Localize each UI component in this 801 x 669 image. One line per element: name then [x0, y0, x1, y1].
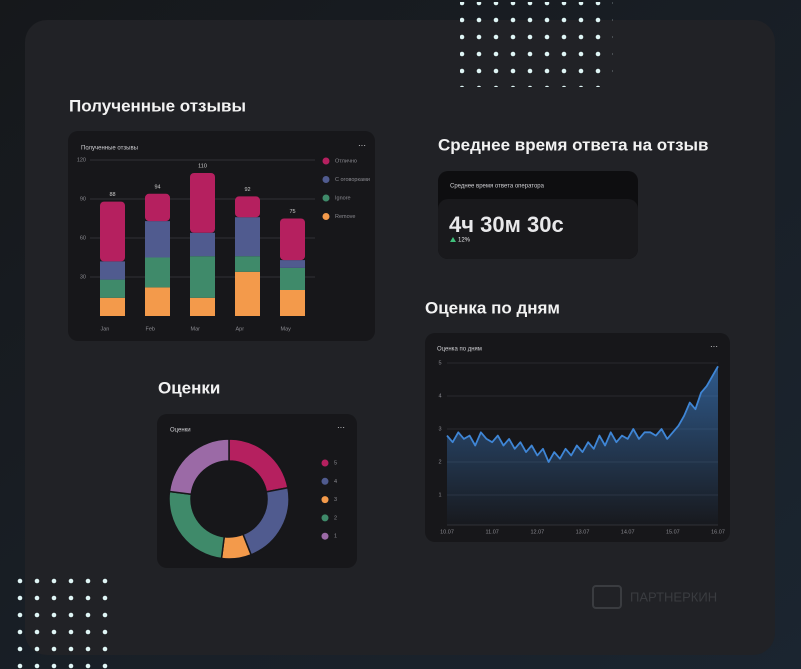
legend-swatch	[322, 176, 330, 183]
bar-segment	[100, 261, 125, 280]
menu-icon[interactable]: ···	[710, 342, 718, 351]
x-tick-label: 15.07	[666, 529, 680, 535]
card-title: Оценка по дням	[437, 347, 482, 353]
section-heading: Оценки	[158, 378, 220, 397]
legend-label: 1	[334, 534, 337, 540]
x-tick-label: Jan	[101, 326, 110, 332]
x-tick-label: 13.07	[576, 529, 590, 535]
bar-segment	[100, 201, 125, 262]
total-label: 75	[289, 209, 295, 215]
x-tick-label: 10.07	[440, 529, 454, 535]
y-tick-label: 120	[77, 157, 86, 163]
legend-swatch	[322, 213, 330, 220]
bar-segment	[100, 279, 125, 298]
donut-segment	[168, 438, 230, 496]
legend-swatch	[321, 514, 329, 522]
bar-segment	[100, 297, 125, 316]
bar-segment	[235, 256, 260, 272]
x-tick-label: Feb	[146, 326, 155, 332]
card-body	[438, 199, 638, 259]
metric-change: 12%	[458, 238, 471, 244]
x-tick-label: 11.07	[485, 529, 498, 535]
legend-label: 3	[334, 497, 337, 503]
bar-segment	[190, 173, 215, 233]
legend-label: 4	[334, 479, 337, 485]
bar-segment	[280, 290, 305, 316]
legend-swatch	[321, 532, 329, 540]
x-tick-label: Apr	[236, 326, 245, 332]
menu-icon[interactable]: ···	[337, 423, 345, 432]
legend-label: Remove	[335, 214, 355, 220]
y-tick-label: 2	[438, 459, 441, 465]
legend-label: Ignore	[335, 195, 351, 201]
bar-segment	[145, 193, 170, 222]
total-label: 94	[154, 184, 160, 190]
card-title: Полученные отзывы	[81, 146, 138, 152]
x-tick-label: 14.07	[621, 529, 635, 535]
y-tick-label: 60	[80, 235, 86, 241]
card-title: Оценки	[170, 428, 191, 434]
bar-segment	[145, 257, 170, 288]
bar-segment	[145, 287, 170, 316]
x-tick-label: 12.07	[530, 529, 544, 535]
x-tick-label: May	[281, 326, 292, 332]
bar-segment	[190, 256, 215, 298]
menu-icon[interactable]: ···	[358, 141, 366, 150]
legend-swatch	[321, 477, 329, 485]
bar-segment	[280, 260, 305, 268]
legend-label: 2	[334, 515, 337, 521]
y-tick-label: 3	[438, 426, 441, 432]
legend-swatch	[321, 496, 329, 504]
bar-segment	[235, 217, 260, 257]
bar-segment	[145, 221, 170, 258]
y-tick-label: 4	[438, 393, 441, 399]
x-tick-label: 16.07	[711, 529, 725, 535]
total-label: 88	[109, 192, 115, 198]
watermark-logo	[592, 585, 622, 609]
bar-segment	[190, 232, 215, 257]
bar-segment	[190, 297, 215, 316]
legend-label: 5	[334, 460, 337, 466]
bar-segment	[280, 267, 305, 290]
dot-grid	[12, 574, 114, 669]
dot-grid	[460, 2, 613, 87]
y-tick-label: 30	[80, 274, 86, 280]
bar-segment	[280, 218, 305, 261]
total-label: 92	[244, 187, 250, 193]
bar-segment	[235, 196, 260, 218]
legend-label: С оговорками	[335, 177, 370, 183]
bar-segment	[235, 271, 260, 316]
line	[446, 365, 719, 463]
x-tick-label: Mar	[191, 326, 201, 332]
legend-swatch	[322, 194, 330, 202]
legend-label: Отлично	[335, 158, 357, 164]
line-area	[447, 366, 718, 525]
section-heading: Оценка по дням	[425, 298, 560, 317]
legend-swatch	[322, 157, 330, 165]
section-heading: Среднее время ответа на отзыв	[438, 135, 709, 154]
card-title: Среднее время ответа оператора	[450, 184, 545, 190]
section-heading: Полученные отзывы	[69, 96, 246, 115]
y-tick-label: 90	[80, 196, 86, 202]
y-tick-label: 5	[438, 360, 441, 366]
up-arrow	[450, 237, 456, 242]
legend-swatch	[321, 459, 329, 467]
watermark: ПАРТНЕРКИН	[630, 589, 717, 604]
y-tick-label: 1	[438, 492, 441, 498]
total-label: 110	[198, 163, 207, 169]
metric-value: 4ч 30м 30с	[449, 212, 564, 237]
